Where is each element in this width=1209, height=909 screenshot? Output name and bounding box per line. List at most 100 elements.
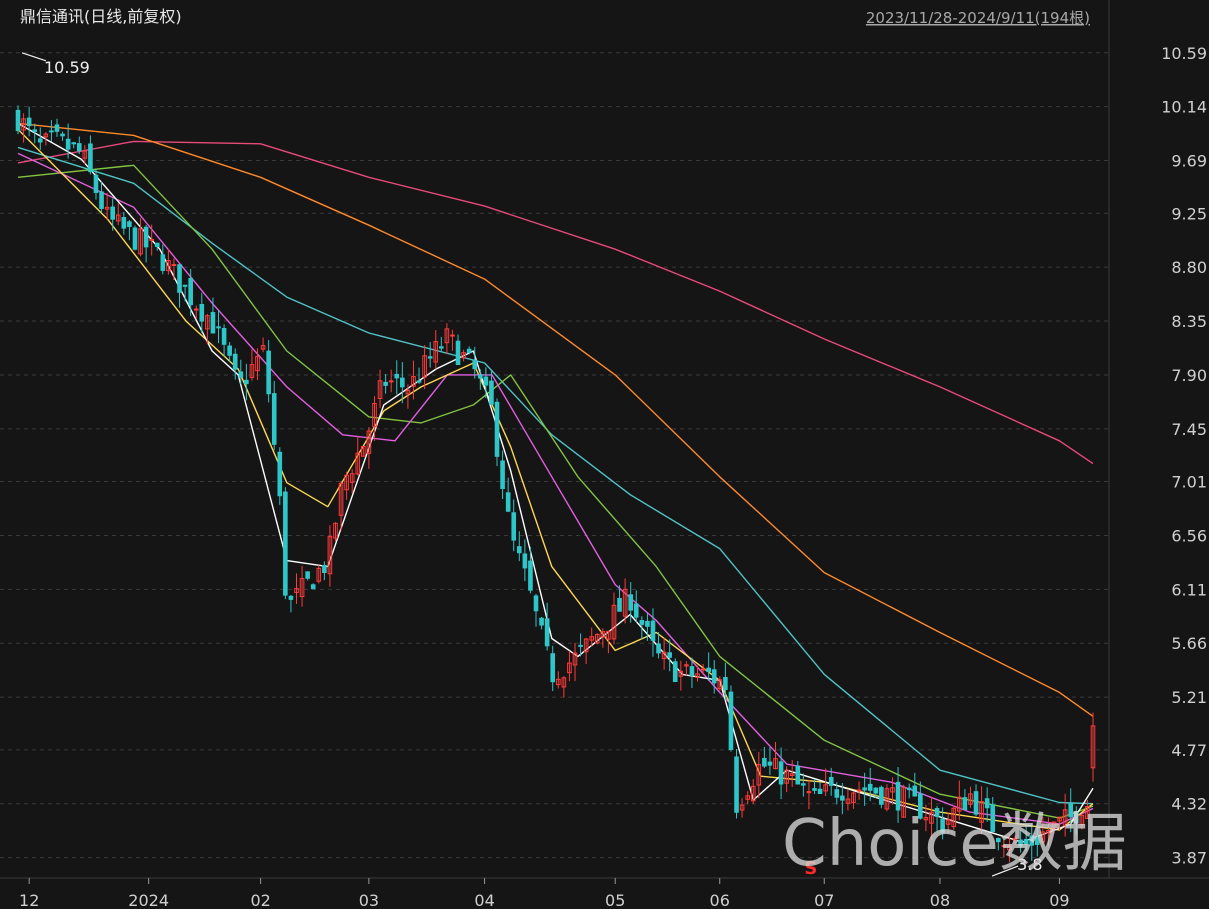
x-tick-label: 04 — [474, 891, 494, 909]
candle-body — [522, 553, 528, 569]
candle-body — [132, 227, 138, 250]
candle-body — [962, 797, 968, 811]
candle-body — [773, 758, 778, 770]
x-tick-label: 03 — [359, 891, 379, 909]
candle-body — [221, 327, 227, 345]
x-tick-label: 06 — [710, 891, 730, 909]
candle-body — [1007, 845, 1012, 851]
candle-body — [171, 264, 177, 267]
candle-body — [372, 403, 377, 428]
candle-body — [138, 228, 143, 255]
y-tick-label: 7.45 — [1171, 420, 1207, 439]
candle-body — [104, 206, 110, 210]
candle-body — [918, 793, 923, 819]
candle-body — [550, 653, 556, 683]
candle-body — [667, 652, 672, 658]
candle-body — [1062, 809, 1068, 826]
candle-body — [93, 174, 99, 193]
candle-body — [594, 633, 600, 644]
candle-body — [54, 124, 60, 132]
candle-body — [305, 571, 310, 579]
candle-body — [528, 560, 533, 591]
candle-body — [121, 217, 127, 229]
candle-body — [489, 380, 494, 405]
candlesticks — [15, 105, 1096, 863]
candle-body — [322, 564, 327, 573]
candle-body — [349, 473, 355, 483]
candle-body — [182, 284, 188, 287]
candle-body — [1079, 814, 1085, 825]
candle-body — [283, 491, 288, 596]
candle-body — [834, 789, 840, 798]
candle-body — [411, 376, 416, 387]
candle-body — [1051, 821, 1057, 830]
ma-line-1 — [17, 122, 1094, 717]
candle-body — [633, 603, 639, 618]
candle-body — [110, 206, 115, 220]
x-tick-label: 02 — [250, 891, 270, 909]
candle-body — [416, 380, 422, 383]
candle-body — [450, 334, 455, 337]
candle-body — [990, 804, 996, 833]
candle-body — [1073, 811, 1079, 824]
candle-body — [539, 617, 544, 626]
candle-body — [851, 792, 856, 804]
candle-body — [912, 785, 918, 797]
candle-body — [951, 807, 957, 828]
candle-body — [606, 630, 611, 640]
candle-body — [973, 791, 979, 815]
candle-body — [828, 776, 834, 786]
high-pointer — [21, 52, 47, 62]
candle-body — [840, 795, 845, 801]
candle-body — [1012, 837, 1018, 841]
candle-body — [188, 277, 193, 306]
candle-body — [1057, 816, 1062, 822]
candle-body — [684, 664, 689, 667]
candle-body — [439, 346, 444, 349]
candle-body — [672, 661, 678, 683]
candle-body — [873, 787, 879, 794]
low-label: 3.8 — [1017, 855, 1042, 874]
candle-body — [327, 536, 333, 575]
x-tick-label: 08 — [930, 891, 950, 909]
candle-body — [706, 667, 711, 672]
candle-body — [422, 355, 427, 378]
candle-body — [711, 669, 717, 684]
candle-body — [923, 816, 929, 821]
candle-body — [661, 651, 667, 660]
y-tick-label: 5.66 — [1171, 634, 1207, 653]
candle-body — [355, 452, 361, 475]
candle-body — [617, 597, 622, 612]
candle-body — [695, 673, 700, 678]
candle-body — [260, 345, 266, 350]
candle-body — [806, 791, 812, 794]
candle-body — [205, 315, 210, 330]
candle-body — [43, 133, 49, 138]
candle-body — [444, 328, 450, 344]
candle-body — [968, 793, 973, 805]
candle-body — [60, 133, 65, 137]
date-range-label[interactable]: 2023/11/28-2024/9/11(194根) — [866, 9, 1090, 27]
grid-lines — [0, 0, 1209, 879]
candle-body — [505, 492, 511, 512]
candle-body — [26, 117, 32, 127]
candle-body — [957, 796, 962, 812]
candle-body — [366, 430, 372, 454]
candle-body — [88, 143, 93, 173]
candle-body — [561, 677, 567, 688]
candle-body — [984, 798, 990, 809]
candle-body — [901, 787, 906, 818]
candle-body — [890, 787, 895, 793]
candle-body — [689, 666, 695, 676]
candle-body — [823, 784, 828, 792]
ma-line-3 — [17, 164, 1094, 819]
candle-body — [650, 620, 656, 641]
y-tick-label: 8.80 — [1171, 258, 1207, 277]
candle-body — [884, 788, 890, 810]
candle-body — [801, 783, 806, 786]
candle-body — [723, 677, 728, 691]
candle-body — [388, 380, 394, 383]
candle-body — [32, 129, 38, 132]
candle-body — [745, 795, 750, 800]
